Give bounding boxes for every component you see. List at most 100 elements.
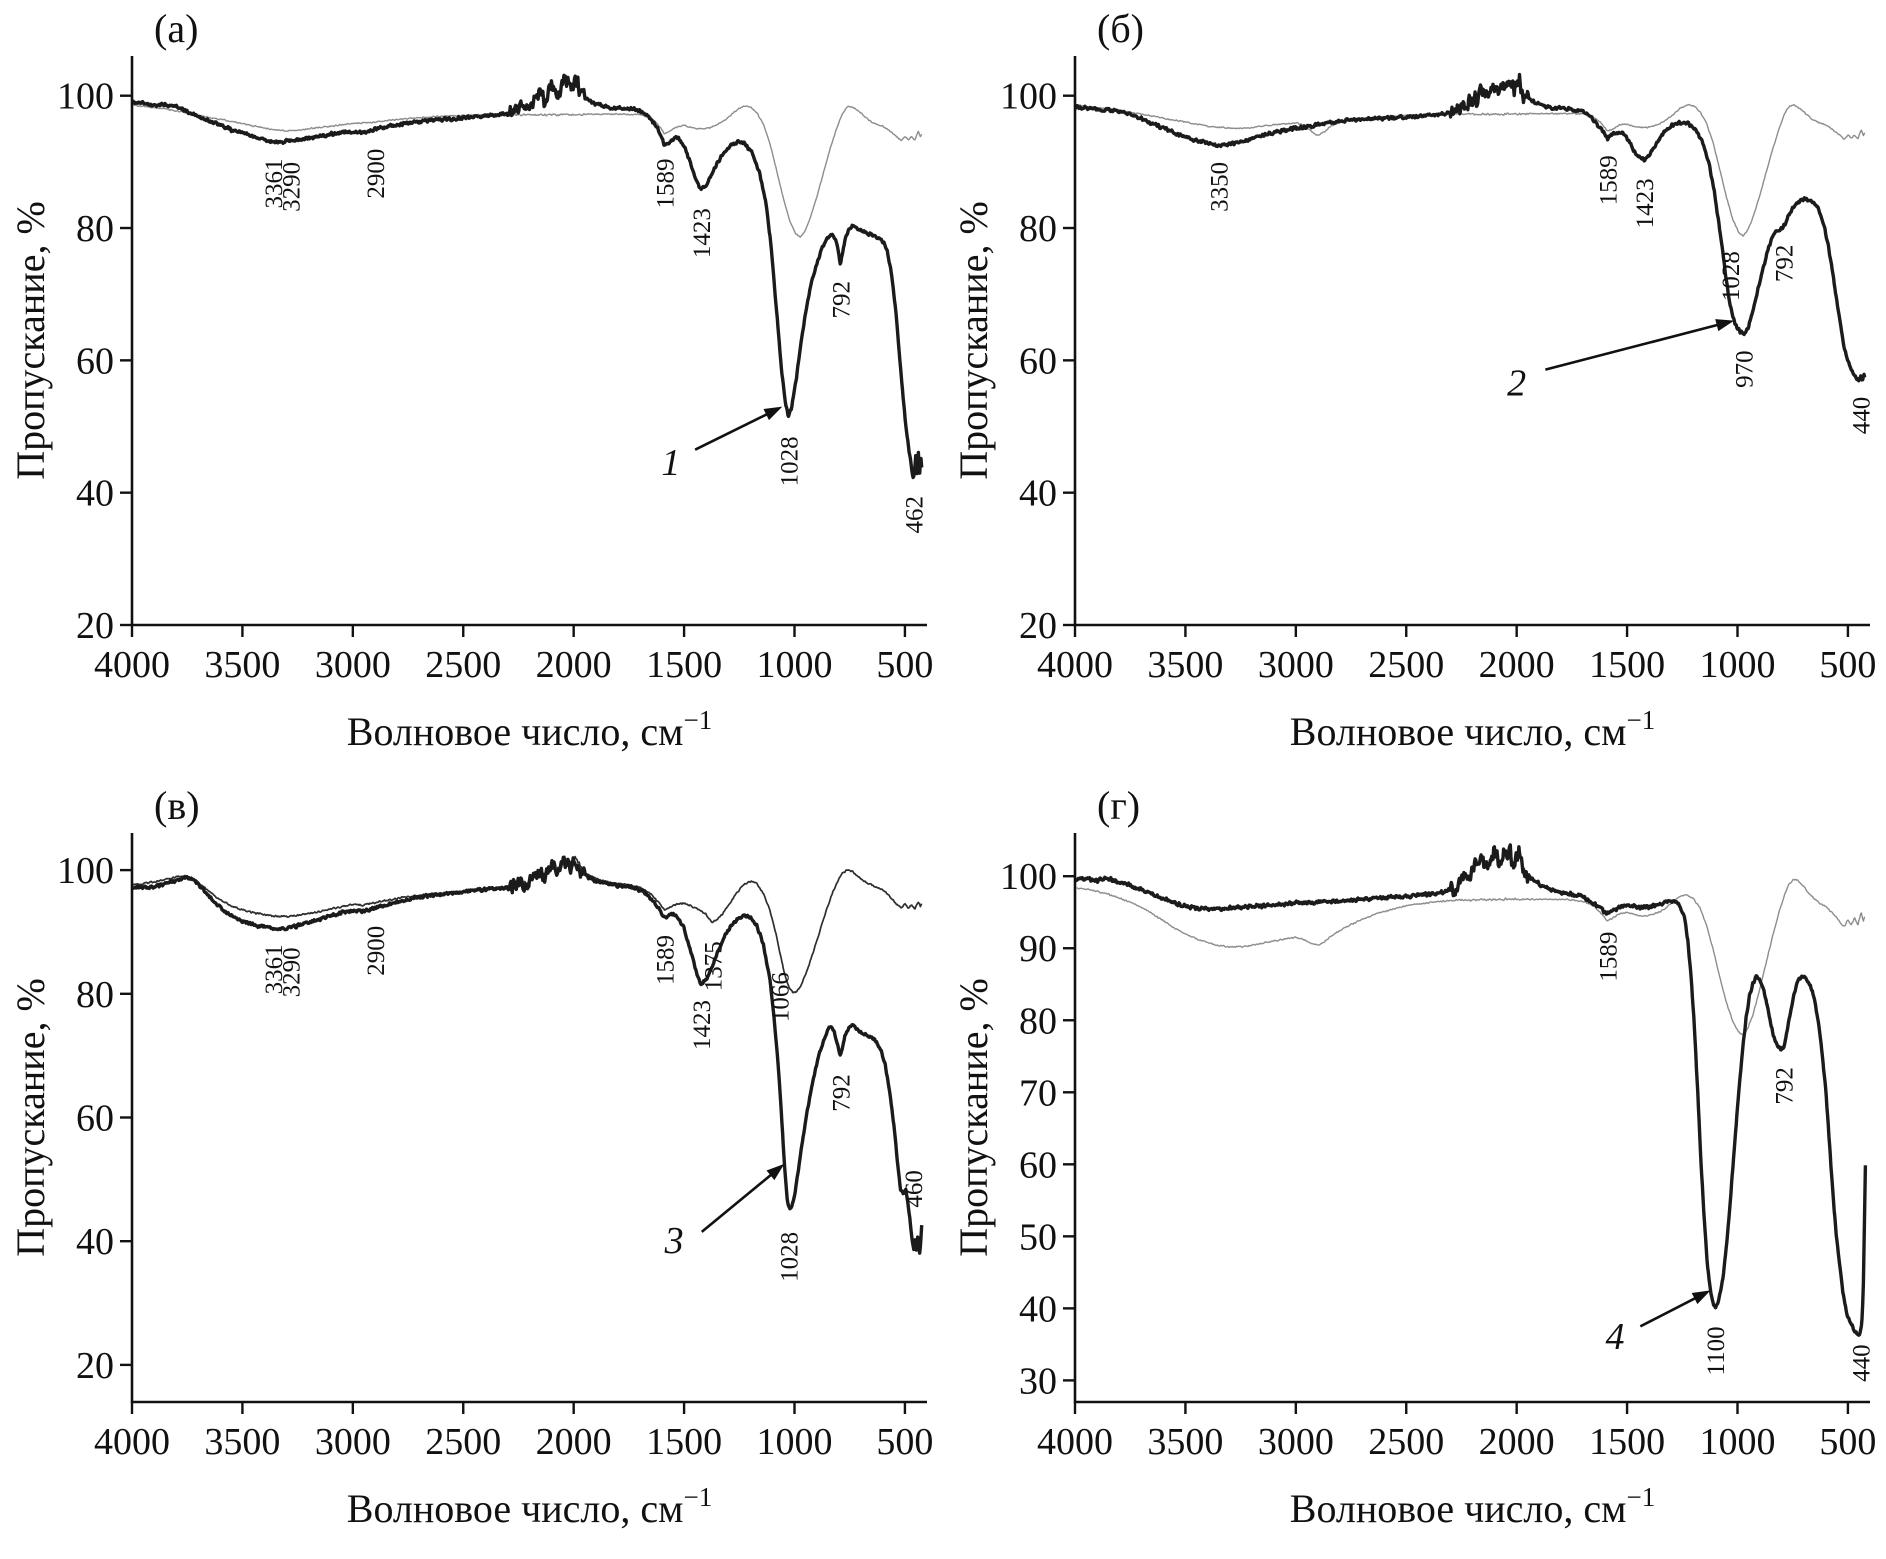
y-tick-label: 60 xyxy=(1019,1144,1057,1186)
y-tick-label: 20 xyxy=(76,1345,114,1387)
spectrum-line-thick xyxy=(133,73,924,480)
peak-label-1589: 1589 xyxy=(652,159,679,209)
x-tick-label: 2500 xyxy=(1368,644,1444,686)
x-tick-label: 500 xyxy=(876,644,933,686)
x-tick-label: 3000 xyxy=(315,1421,391,1463)
panel-a: 4000 3500 3000 2500 2000 1500 1000 500 20 40 60 80 1… xyxy=(0,0,943,777)
peak-label-3361: 3361 xyxy=(261,944,288,994)
peak-label-460: 460 xyxy=(901,1170,928,1208)
x-tick-label: 3000 xyxy=(1258,1421,1334,1463)
y-tick-label: 100 xyxy=(1000,856,1057,898)
x-tick-label: 2000 xyxy=(536,1421,612,1463)
y-axis-title: Пропускание, % xyxy=(951,978,996,1257)
x-tick-label: 1500 xyxy=(646,1421,722,1463)
spectrum-chart-v: 4000 3500 3000 2500 2000 1500 1000 500 20 40 60 80 1… xyxy=(8,783,933,1531)
x-tick-label: 2500 xyxy=(425,1421,501,1463)
y-tick-label: 90 xyxy=(1019,928,1057,970)
y-tick-label: 60 xyxy=(76,1098,114,1140)
x-tick-label: 1000 xyxy=(757,644,833,686)
curves-group xyxy=(1076,72,1867,383)
y-tick-label: 20 xyxy=(76,605,114,647)
y-tick-label: 40 xyxy=(1019,1288,1057,1330)
x-tick-label: 2000 xyxy=(1479,644,1555,686)
spectrum-line-thin xyxy=(133,103,923,238)
x-tick-label: 1000 xyxy=(1700,644,1776,686)
x-tick-label: 2000 xyxy=(536,644,612,686)
annotation-arrow-head xyxy=(763,406,783,421)
peak-label-2900: 2900 xyxy=(363,926,390,976)
annotation-arrow-head xyxy=(1715,319,1735,332)
x-tick-label: 1000 xyxy=(757,1421,833,1463)
peak-label-3290: 3290 xyxy=(278,947,305,997)
annotation-arrow-line xyxy=(1639,1296,1698,1328)
y-tick-label: 80 xyxy=(1019,208,1057,250)
annotation-arrow-line xyxy=(694,412,770,451)
peak-label-440: 440 xyxy=(1849,397,1876,435)
curve-number-label: 2 xyxy=(1507,363,1526,405)
y-tick-label: 80 xyxy=(1019,1000,1057,1042)
x-tick-label: 500 xyxy=(876,1421,933,1463)
x-tick-label: 500 xyxy=(1819,644,1876,686)
x-tick-label: 3500 xyxy=(204,644,280,686)
curves-group xyxy=(133,73,924,480)
y-axis-title: Пропускание, % xyxy=(8,201,53,480)
x-tick-label: 2500 xyxy=(1368,1421,1444,1463)
y-tick-label: 80 xyxy=(76,208,114,250)
annotation-arrow-line xyxy=(700,1172,774,1233)
curve-number-label: 4 xyxy=(1605,1316,1624,1358)
axis-lines xyxy=(1073,833,1870,1404)
peak-label-1100: 1100 xyxy=(1703,1326,1730,1375)
x-tick-label: 2500 xyxy=(425,644,501,686)
peak-label-1028: 1028 xyxy=(776,1232,803,1282)
peak-label-1423: 1423 xyxy=(689,1000,716,1050)
peak-label-2900: 2900 xyxy=(363,149,390,199)
peak-label-1589: 1589 xyxy=(1595,155,1622,205)
x-axis-title: Волновое число, см−1 xyxy=(347,1482,712,1531)
y-tick-label: 100 xyxy=(1000,76,1057,118)
spectrum-chart-b: 4000 3500 3000 2500 2000 1500 1000 500 20 40 60 80 1… xyxy=(951,6,1876,754)
x-tick-label: 3000 xyxy=(1258,644,1334,686)
panel-tag: (г) xyxy=(1097,783,1140,828)
y-tick-label: 70 xyxy=(1019,1072,1057,1114)
peak-label-1375: 1375 xyxy=(700,941,727,991)
x-tick-label: 3500 xyxy=(1147,1421,1223,1463)
x-tick-label: 1500 xyxy=(1589,644,1665,686)
panel-v: 4000 3500 3000 2500 2000 1500 1000 500 20 40 60 80 1… xyxy=(0,777,943,1554)
y-tick-label: 100 xyxy=(57,76,114,118)
y-tick-label: 60 xyxy=(1019,340,1057,382)
panel-tag: (б) xyxy=(1097,6,1144,51)
y-tick-label: 30 xyxy=(1019,1360,1057,1402)
y-tick-label: 20 xyxy=(1019,605,1057,647)
y-axis-title: Пропускание, % xyxy=(951,201,996,480)
x-tick-label: 4000 xyxy=(94,644,170,686)
y-tick-label: 40 xyxy=(76,1221,114,1263)
x-tick-label: 1500 xyxy=(646,644,722,686)
x-tick-label: 4000 xyxy=(94,1421,170,1463)
spectrum-line-thick xyxy=(1076,843,1868,1337)
x-axis-title: Волновое число, см−1 xyxy=(1290,705,1655,754)
x-tick-label: 1500 xyxy=(1589,1421,1665,1463)
y-tick-label: 100 xyxy=(57,850,114,892)
panel-tag: (а) xyxy=(154,6,198,51)
panel-tag: (в) xyxy=(154,783,200,828)
peak-label-970: 970 xyxy=(1732,350,1759,388)
panel-g: 4000 3500 3000 2500 2000 1500 1000 500 30 40 50 60 7… xyxy=(943,777,1886,1554)
x-tick-label: 2000 xyxy=(1479,1421,1555,1463)
peak-label-1423: 1423 xyxy=(1632,178,1659,228)
spectrum-chart-g: 4000 3500 3000 2500 2000 1500 1000 500 30 40 50 60 7… xyxy=(951,783,1876,1531)
x-axis-title: Волновое число, см−1 xyxy=(347,705,712,754)
annotation-arrow-head xyxy=(766,1163,785,1181)
peak-label-1589: 1589 xyxy=(1595,932,1622,982)
peak-label-3350: 3350 xyxy=(1207,162,1234,212)
y-axis-title: Пропускание, % xyxy=(8,978,53,1257)
annotation-arrow-line xyxy=(1545,323,1720,371)
peak-label-1028: 1028 xyxy=(1718,251,1745,301)
curve-number-label: 1 xyxy=(661,442,680,484)
spectrum-line-thin xyxy=(1076,103,1866,237)
x-tick-label: 3500 xyxy=(1147,644,1223,686)
spectrum-chart-a: 4000 3500 3000 2500 2000 1500 1000 500 20 40 60 80 1… xyxy=(8,6,933,754)
peak-label-3290: 3290 xyxy=(278,162,305,212)
peak-label-792: 792 xyxy=(1771,245,1798,283)
x-tick-label: 4000 xyxy=(1037,1421,1113,1463)
